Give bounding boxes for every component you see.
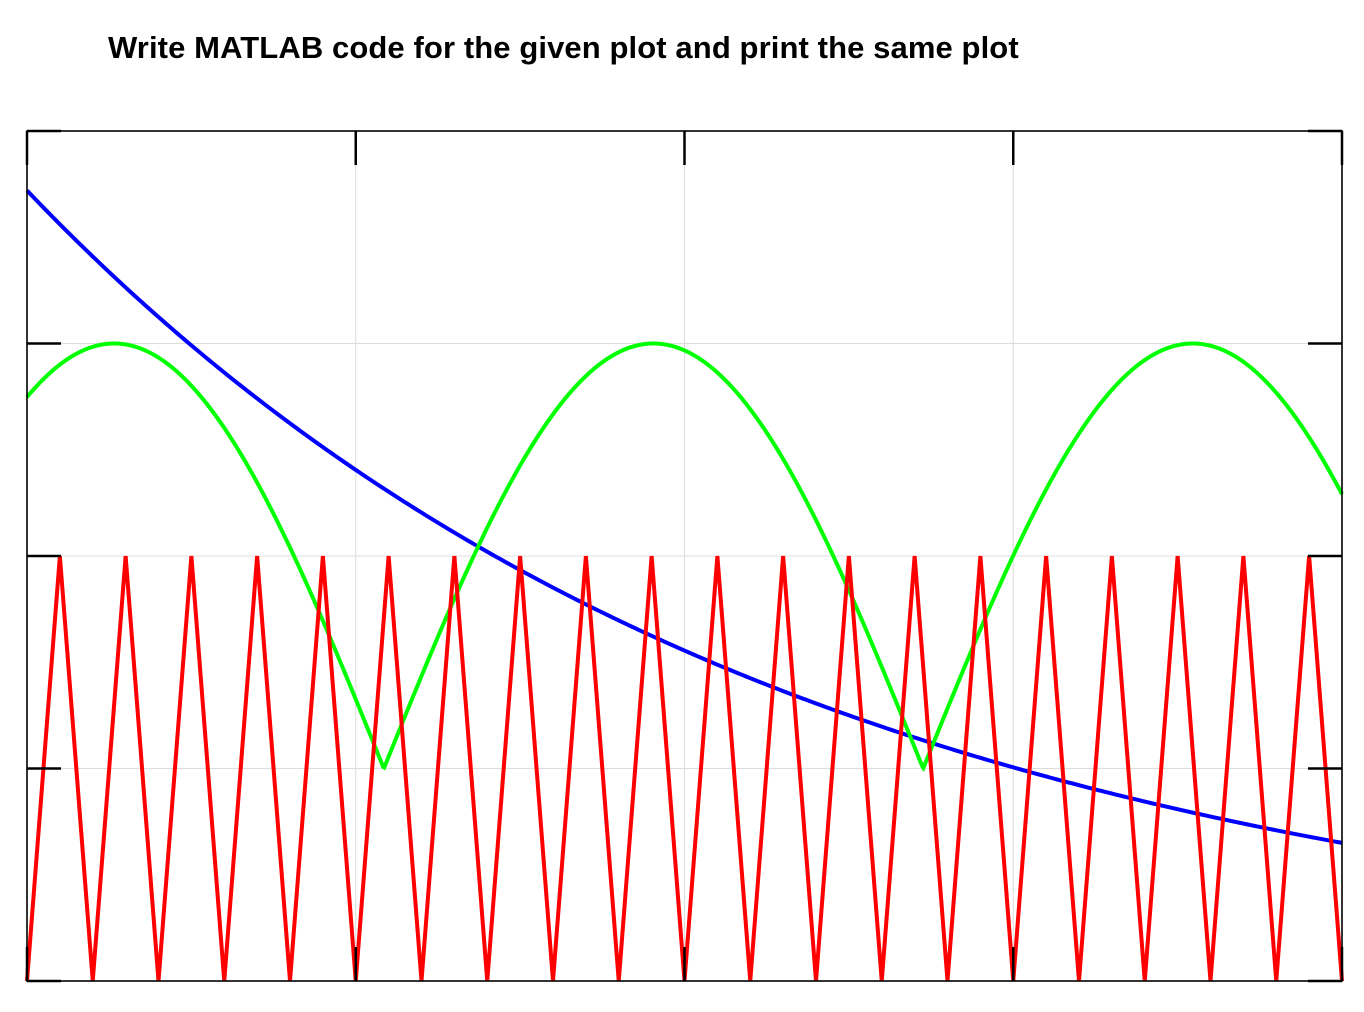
grid-lines [27,131,1342,981]
instruction-heading: Write MATLAB code for the given plot and… [108,30,1019,65]
tick-marks [25,129,1344,983]
series-exponential-curve [25,189,1343,845]
series-abs-sine-curve [25,341,1344,773]
